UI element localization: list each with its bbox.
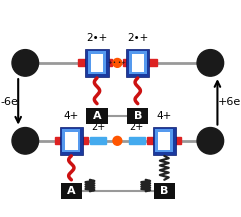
Bar xyxy=(86,108,108,124)
Text: B: B xyxy=(134,111,142,121)
Bar xyxy=(81,137,88,144)
Bar xyxy=(60,127,83,155)
Text: 2+: 2+ xyxy=(91,122,105,132)
Bar xyxy=(153,127,176,155)
Circle shape xyxy=(113,58,122,67)
Text: 4+: 4+ xyxy=(157,111,172,121)
Bar xyxy=(129,51,147,74)
Circle shape xyxy=(12,50,39,76)
Bar xyxy=(78,59,86,66)
Bar xyxy=(105,59,112,66)
Bar xyxy=(61,183,82,199)
Bar xyxy=(91,54,103,72)
Bar xyxy=(65,132,78,150)
Bar xyxy=(86,49,108,77)
Text: -6e: -6e xyxy=(0,97,18,107)
Text: 2•+: 2•+ xyxy=(86,33,108,43)
Bar xyxy=(62,129,80,152)
Text: +6e: +6e xyxy=(217,97,241,107)
Bar xyxy=(129,137,145,144)
Bar xyxy=(154,183,175,199)
Bar xyxy=(147,137,154,144)
Bar xyxy=(132,54,144,72)
Text: 2+: 2+ xyxy=(130,122,144,132)
Bar xyxy=(174,137,181,144)
Text: A: A xyxy=(67,186,76,196)
Bar xyxy=(158,132,170,150)
Text: A: A xyxy=(93,111,101,121)
Bar xyxy=(155,129,173,152)
Circle shape xyxy=(12,128,39,154)
Text: 2•+: 2•+ xyxy=(127,33,148,43)
Text: B: B xyxy=(160,186,168,196)
Bar xyxy=(90,137,106,144)
Bar xyxy=(148,59,157,66)
Bar xyxy=(127,108,148,124)
Text: 4+: 4+ xyxy=(64,111,79,121)
Bar xyxy=(126,49,149,77)
Circle shape xyxy=(197,128,224,154)
Circle shape xyxy=(113,136,122,145)
Bar xyxy=(88,51,106,74)
Bar xyxy=(123,59,130,66)
Text: +• •+: +• •+ xyxy=(108,59,126,64)
Circle shape xyxy=(197,50,224,76)
Bar xyxy=(54,137,62,144)
